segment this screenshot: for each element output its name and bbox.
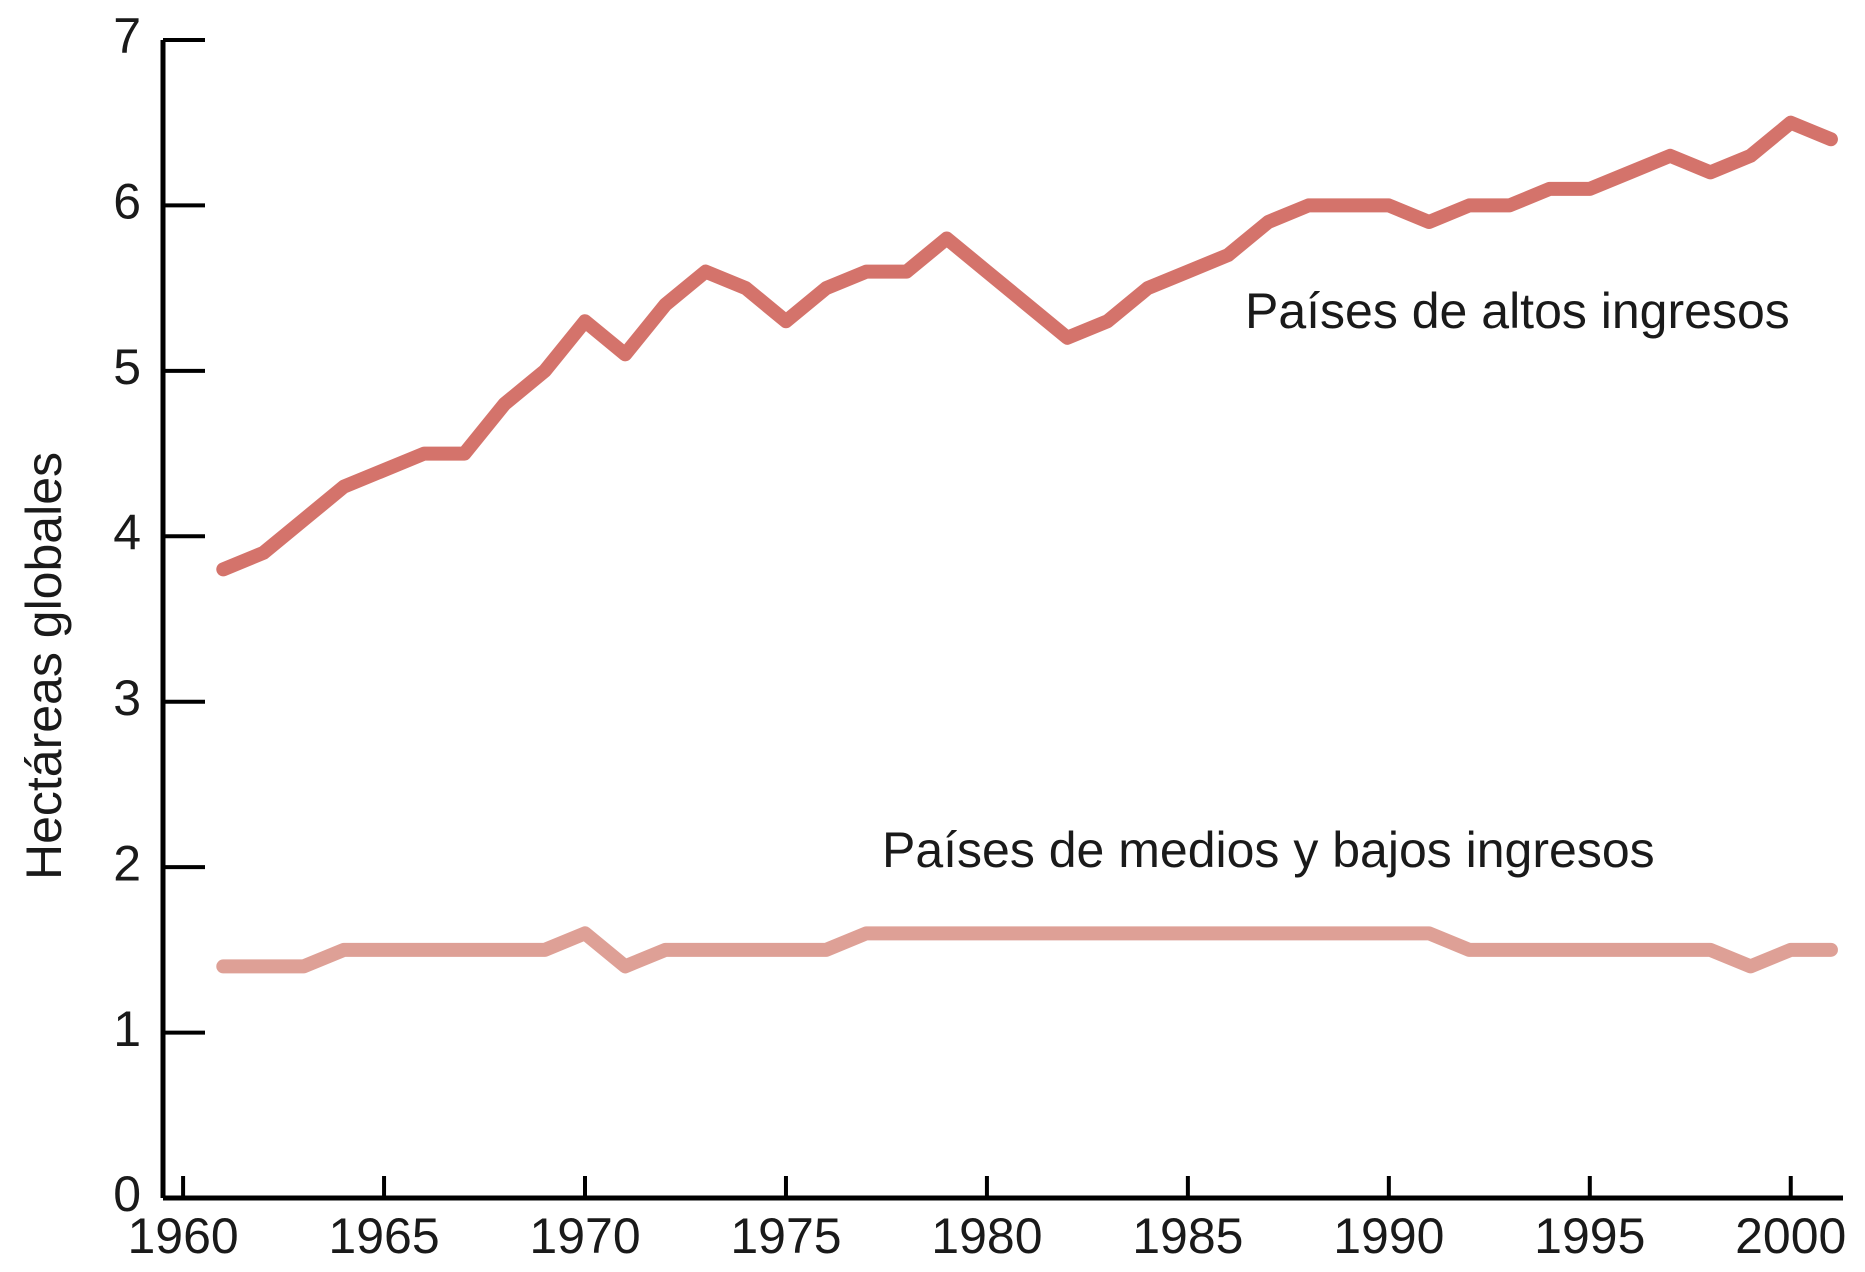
x-tick-label: 1985 [1132,1208,1243,1264]
x-tick-label: 1965 [328,1208,439,1264]
series-line [216,926,1838,974]
y-tick-label: 3 [113,670,141,726]
x-tick-label: 1975 [730,1208,841,1264]
y-tick-label: 1 [113,1001,141,1057]
x-tick-label: 1990 [1333,1208,1444,1264]
x-tick-label: 1960 [127,1208,238,1264]
y-tick-label: 2 [113,835,141,891]
y-tick-label: 0 [113,1166,141,1222]
series-label: Países de altos ingresos [1245,283,1790,339]
y-tick-label: 6 [113,174,141,230]
series-line [216,115,1838,577]
x-tick-label: 1995 [1534,1208,1645,1264]
y-tick-label: 5 [113,339,141,395]
y-tick-label: 4 [113,504,141,560]
y-axis-label: Hectáreas globales [16,452,72,880]
y-tick-label: 7 [113,8,141,64]
x-tick-label: 2000 [1735,1208,1846,1264]
x-tick-label: 1980 [931,1208,1042,1264]
series-label: Países de medios y bajos ingresos [882,822,1655,878]
x-tick-label: 1970 [529,1208,640,1264]
